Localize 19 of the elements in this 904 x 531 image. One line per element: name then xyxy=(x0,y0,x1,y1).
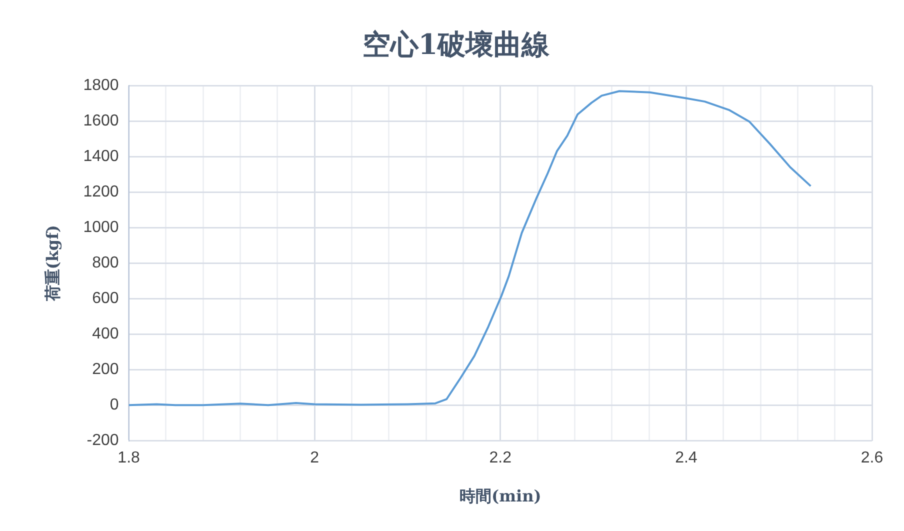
chart-title: 空心1破壞曲線 xyxy=(362,28,551,62)
y-axis-title: 荷重(kgf) xyxy=(42,224,62,302)
y-tick-label: 200 xyxy=(92,361,119,378)
y-tick-label: 800 xyxy=(92,254,119,272)
y-tick-label: 1000 xyxy=(83,219,119,236)
y-tick-label: -200 xyxy=(86,432,119,450)
x-tick-label: 2.4 xyxy=(675,450,698,467)
y-tick-label: 600 xyxy=(92,290,119,308)
y-tick-label: 1400 xyxy=(83,148,119,166)
x-axis-title: 時間(min) xyxy=(460,486,542,506)
y-tick-label: 1800 xyxy=(83,77,119,94)
x-tick-label: 2.6 xyxy=(860,450,884,467)
x-tick-label: 2 xyxy=(310,450,320,467)
x-tick-label: 1.8 xyxy=(118,450,140,467)
y-tick-label: 400 xyxy=(92,326,119,343)
y-tick-label: 1600 xyxy=(83,112,119,130)
y-tick-label: 1200 xyxy=(83,184,119,201)
y-tick-label: 0 xyxy=(110,396,119,414)
x-tick-label: 2.2 xyxy=(489,450,512,467)
